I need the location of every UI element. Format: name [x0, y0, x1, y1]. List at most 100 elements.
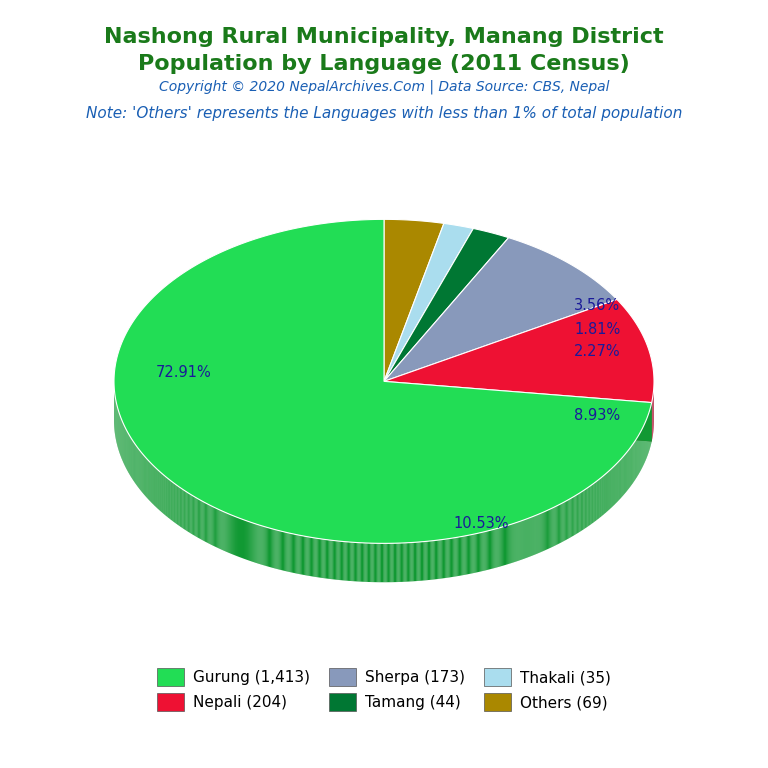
Polygon shape: [468, 535, 469, 574]
Polygon shape: [179, 487, 180, 526]
Polygon shape: [282, 531, 283, 571]
Polygon shape: [216, 508, 217, 548]
Polygon shape: [341, 541, 342, 581]
Polygon shape: [292, 534, 293, 573]
Polygon shape: [114, 220, 652, 543]
Polygon shape: [243, 519, 244, 559]
Polygon shape: [388, 543, 389, 582]
Polygon shape: [293, 534, 294, 573]
Polygon shape: [250, 522, 251, 561]
Polygon shape: [386, 543, 387, 582]
Polygon shape: [560, 504, 561, 543]
Polygon shape: [245, 520, 246, 560]
Polygon shape: [304, 536, 305, 575]
Polygon shape: [231, 515, 232, 554]
Polygon shape: [384, 382, 652, 442]
Polygon shape: [436, 540, 437, 579]
Polygon shape: [357, 542, 359, 581]
Polygon shape: [233, 515, 234, 555]
Polygon shape: [575, 495, 576, 535]
Polygon shape: [487, 531, 488, 570]
Polygon shape: [269, 528, 270, 567]
Text: 2.27%: 2.27%: [574, 343, 621, 359]
Polygon shape: [522, 520, 524, 559]
Polygon shape: [307, 537, 309, 576]
Polygon shape: [432, 541, 434, 580]
Polygon shape: [513, 523, 515, 562]
Polygon shape: [429, 541, 430, 580]
Polygon shape: [419, 542, 421, 581]
Polygon shape: [194, 496, 195, 536]
Polygon shape: [443, 539, 444, 578]
Polygon shape: [257, 525, 258, 564]
Polygon shape: [362, 543, 363, 581]
Polygon shape: [248, 521, 249, 561]
Polygon shape: [195, 497, 196, 536]
Polygon shape: [342, 541, 343, 581]
Polygon shape: [559, 505, 560, 544]
Polygon shape: [392, 543, 394, 582]
Polygon shape: [253, 523, 254, 562]
Polygon shape: [580, 492, 581, 532]
Polygon shape: [444, 539, 445, 578]
Polygon shape: [414, 542, 415, 581]
Polygon shape: [361, 543, 362, 581]
Polygon shape: [571, 498, 572, 537]
Polygon shape: [567, 500, 568, 539]
Polygon shape: [488, 531, 489, 570]
Polygon shape: [427, 541, 428, 580]
Polygon shape: [504, 526, 505, 565]
Polygon shape: [422, 541, 423, 581]
Polygon shape: [215, 508, 216, 547]
Polygon shape: [501, 527, 502, 566]
Text: 3.56%: 3.56%: [574, 298, 621, 313]
Polygon shape: [306, 537, 307, 575]
Polygon shape: [496, 528, 498, 568]
Polygon shape: [296, 535, 297, 574]
Polygon shape: [577, 494, 578, 534]
Polygon shape: [548, 510, 549, 549]
Text: 72.91%: 72.91%: [155, 366, 211, 380]
Polygon shape: [484, 531, 485, 571]
Polygon shape: [498, 528, 500, 567]
Polygon shape: [281, 531, 282, 570]
Polygon shape: [271, 528, 272, 568]
Polygon shape: [205, 503, 206, 542]
Text: Note: 'Others' represents the Languages with less than 1% of total population: Note: 'Others' represents the Languages …: [86, 106, 682, 121]
Polygon shape: [449, 538, 450, 578]
Polygon shape: [445, 539, 446, 578]
Polygon shape: [459, 537, 460, 576]
Polygon shape: [268, 528, 269, 567]
Polygon shape: [465, 535, 467, 574]
Polygon shape: [255, 524, 257, 563]
Polygon shape: [482, 532, 484, 571]
Polygon shape: [187, 492, 188, 531]
Polygon shape: [448, 538, 449, 578]
Polygon shape: [395, 543, 396, 582]
Polygon shape: [527, 518, 528, 558]
Polygon shape: [197, 498, 198, 538]
Polygon shape: [368, 543, 369, 582]
Polygon shape: [564, 502, 565, 541]
Polygon shape: [417, 542, 419, 581]
Polygon shape: [401, 543, 402, 582]
Polygon shape: [585, 489, 586, 528]
Polygon shape: [180, 488, 181, 527]
Polygon shape: [333, 541, 334, 579]
Polygon shape: [251, 522, 252, 561]
Polygon shape: [485, 531, 487, 571]
Polygon shape: [302, 536, 303, 574]
Polygon shape: [461, 536, 462, 575]
Polygon shape: [384, 543, 386, 582]
Polygon shape: [247, 521, 248, 560]
Polygon shape: [235, 516, 236, 556]
Polygon shape: [254, 524, 255, 563]
Polygon shape: [349, 542, 350, 581]
Polygon shape: [506, 525, 507, 564]
Polygon shape: [227, 513, 228, 552]
Polygon shape: [507, 525, 508, 564]
Polygon shape: [528, 518, 530, 557]
Polygon shape: [311, 538, 312, 577]
Polygon shape: [542, 512, 543, 551]
Polygon shape: [402, 543, 403, 582]
